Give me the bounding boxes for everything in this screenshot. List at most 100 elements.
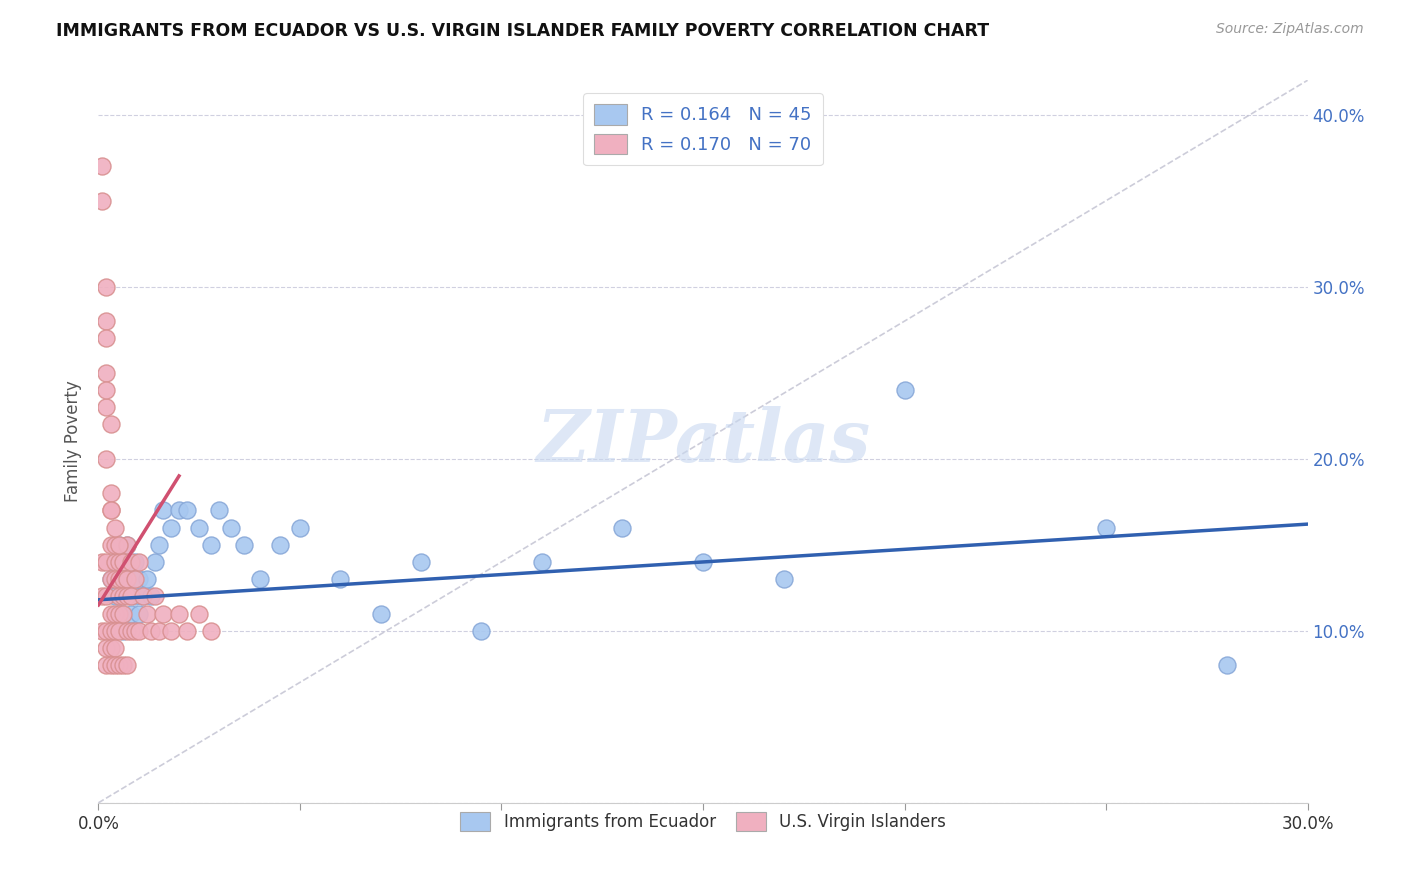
Point <box>200 624 222 638</box>
Point <box>124 555 146 569</box>
Point <box>188 607 211 621</box>
Point <box>96 624 118 638</box>
Point <box>772 572 794 586</box>
Point <box>111 555 134 569</box>
Text: Source: ZipAtlas.com: Source: ZipAtlas.com <box>1216 22 1364 37</box>
Point <box>132 590 155 604</box>
Point <box>135 572 157 586</box>
Point <box>160 624 183 638</box>
Point <box>107 538 129 552</box>
Point <box>96 658 118 673</box>
Point <box>120 572 142 586</box>
Point <box>120 607 142 621</box>
Y-axis label: Family Poverty: Family Poverty <box>65 381 83 502</box>
Point <box>176 624 198 638</box>
Point <box>128 607 150 621</box>
Point <box>100 572 122 586</box>
Point <box>107 572 129 586</box>
Point <box>329 572 352 586</box>
Point <box>221 520 243 534</box>
Point <box>96 331 118 345</box>
Point <box>132 590 155 604</box>
Point <box>167 607 190 621</box>
Point <box>128 555 150 569</box>
Point <box>107 590 129 604</box>
Point <box>107 607 129 621</box>
Point <box>148 624 170 638</box>
Point <box>143 555 166 569</box>
Point <box>103 624 125 638</box>
Point <box>100 538 122 552</box>
Point <box>107 658 129 673</box>
Point <box>139 590 162 604</box>
Point <box>470 624 492 638</box>
Point <box>103 607 125 621</box>
Point <box>1095 520 1118 534</box>
Point <box>103 590 125 604</box>
Point <box>409 555 432 569</box>
Point <box>143 590 166 604</box>
Point <box>115 658 138 673</box>
Point <box>103 520 125 534</box>
Text: ZIPatlas: ZIPatlas <box>536 406 870 477</box>
Point <box>160 520 183 534</box>
Point <box>188 520 211 534</box>
Point <box>103 538 125 552</box>
Point <box>100 503 122 517</box>
Point <box>148 538 170 552</box>
Point <box>115 572 138 586</box>
Point <box>135 607 157 621</box>
Point <box>124 624 146 638</box>
Point <box>111 607 134 621</box>
Point <box>96 555 118 569</box>
Point <box>288 520 311 534</box>
Point <box>115 624 138 638</box>
Point <box>115 538 138 552</box>
Point <box>107 538 129 552</box>
Point <box>111 624 134 638</box>
Point <box>107 607 129 621</box>
Text: IMMIGRANTS FROM ECUADOR VS U.S. VIRGIN ISLANDER FAMILY POVERTY CORRELATION CHART: IMMIGRANTS FROM ECUADOR VS U.S. VIRGIN I… <box>56 22 990 40</box>
Point <box>128 624 150 638</box>
Point <box>208 503 231 517</box>
Point <box>103 555 125 569</box>
Point <box>100 624 122 638</box>
Point <box>96 279 118 293</box>
Point <box>96 640 118 655</box>
Point <box>120 624 142 638</box>
Point <box>100 572 122 586</box>
Point <box>96 366 118 380</box>
Point <box>249 572 271 586</box>
Point <box>200 538 222 552</box>
Point <box>91 590 114 604</box>
Point <box>100 658 122 673</box>
Point <box>1216 658 1239 673</box>
Point <box>120 555 142 569</box>
Point <box>893 383 915 397</box>
Point <box>692 555 714 569</box>
Point <box>111 590 134 604</box>
Point <box>124 590 146 604</box>
Point <box>96 383 118 397</box>
Point <box>115 572 138 586</box>
Point <box>100 503 122 517</box>
Point <box>91 555 114 569</box>
Point <box>370 607 392 621</box>
Point <box>96 400 118 414</box>
Point <box>139 624 162 638</box>
Point <box>96 451 118 466</box>
Legend: Immigrants from Ecuador, U.S. Virgin Islanders: Immigrants from Ecuador, U.S. Virgin Isl… <box>454 805 952 838</box>
Point <box>152 607 174 621</box>
Point <box>103 555 125 569</box>
Point <box>232 538 254 552</box>
Point <box>96 590 118 604</box>
Point <box>111 590 134 604</box>
Point <box>176 503 198 517</box>
Point <box>111 555 134 569</box>
Point <box>100 486 122 500</box>
Point <box>107 572 129 586</box>
Point <box>530 555 553 569</box>
Point <box>111 572 134 586</box>
Point <box>269 538 291 552</box>
Point <box>111 658 134 673</box>
